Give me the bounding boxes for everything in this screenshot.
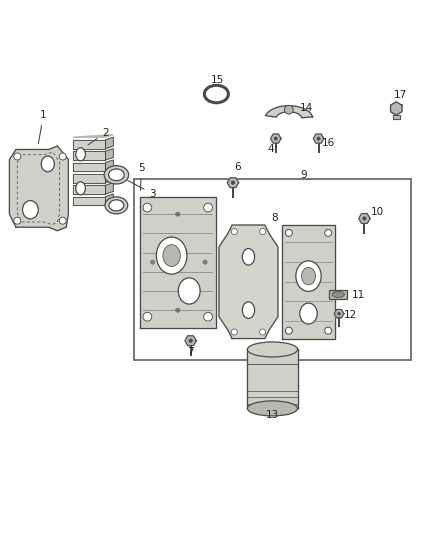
Circle shape	[325, 327, 332, 334]
Polygon shape	[313, 134, 324, 143]
Circle shape	[285, 106, 293, 114]
Text: 7: 7	[187, 346, 194, 357]
Polygon shape	[106, 183, 113, 194]
Ellipse shape	[242, 302, 254, 318]
Circle shape	[325, 229, 332, 236]
Circle shape	[274, 137, 277, 140]
Ellipse shape	[332, 292, 344, 297]
Polygon shape	[271, 134, 281, 143]
Polygon shape	[73, 185, 106, 194]
Circle shape	[338, 312, 340, 315]
Text: 2: 2	[88, 127, 109, 145]
Text: 3: 3	[127, 181, 156, 199]
Ellipse shape	[76, 182, 85, 195]
Circle shape	[286, 327, 292, 334]
Circle shape	[59, 153, 66, 160]
Polygon shape	[265, 106, 313, 118]
Circle shape	[176, 308, 180, 312]
Polygon shape	[283, 225, 335, 338]
Circle shape	[59, 217, 66, 224]
Polygon shape	[334, 310, 344, 318]
Text: 16: 16	[321, 138, 335, 148]
Polygon shape	[393, 115, 400, 119]
Text: 11: 11	[352, 290, 365, 300]
Ellipse shape	[109, 200, 124, 211]
Ellipse shape	[104, 166, 129, 184]
Ellipse shape	[105, 197, 128, 214]
Polygon shape	[106, 194, 113, 205]
Ellipse shape	[247, 342, 297, 357]
Text: 5: 5	[138, 163, 145, 190]
Circle shape	[231, 181, 235, 184]
Text: 15: 15	[211, 75, 224, 85]
Text: 17: 17	[394, 90, 407, 100]
Ellipse shape	[178, 278, 200, 304]
Circle shape	[143, 203, 152, 212]
Polygon shape	[73, 135, 113, 138]
Ellipse shape	[247, 401, 297, 416]
Ellipse shape	[163, 245, 180, 266]
Text: 14: 14	[300, 103, 313, 114]
Circle shape	[150, 260, 155, 264]
Polygon shape	[391, 102, 402, 115]
Polygon shape	[73, 140, 106, 149]
Circle shape	[204, 312, 212, 321]
Polygon shape	[106, 171, 113, 183]
Polygon shape	[73, 174, 106, 183]
Text: 13: 13	[266, 410, 279, 420]
Circle shape	[231, 229, 237, 235]
Polygon shape	[73, 151, 106, 160]
Circle shape	[363, 217, 366, 220]
Circle shape	[143, 312, 152, 321]
Circle shape	[189, 339, 192, 342]
Ellipse shape	[301, 268, 315, 285]
Polygon shape	[106, 160, 113, 171]
Circle shape	[231, 329, 237, 335]
Ellipse shape	[300, 303, 317, 324]
Circle shape	[260, 229, 266, 235]
Circle shape	[176, 212, 180, 216]
Ellipse shape	[242, 248, 254, 265]
Ellipse shape	[156, 237, 187, 274]
Polygon shape	[10, 146, 68, 231]
Circle shape	[260, 329, 266, 335]
Text: 9: 9	[300, 170, 307, 180]
Polygon shape	[73, 163, 106, 171]
Ellipse shape	[41, 156, 54, 172]
Circle shape	[317, 137, 320, 140]
Polygon shape	[106, 138, 113, 149]
Text: 6: 6	[234, 163, 241, 172]
Bar	[134, 179, 411, 360]
Bar	[329, 289, 347, 299]
Circle shape	[204, 203, 212, 212]
Text: 1: 1	[38, 110, 47, 144]
Polygon shape	[106, 149, 113, 160]
Text: 12: 12	[343, 310, 357, 319]
Polygon shape	[227, 177, 239, 188]
Polygon shape	[140, 197, 216, 328]
Circle shape	[14, 217, 21, 224]
Polygon shape	[73, 197, 106, 205]
Circle shape	[286, 229, 292, 236]
Ellipse shape	[296, 261, 321, 292]
Text: 4: 4	[267, 143, 274, 154]
Polygon shape	[359, 214, 370, 223]
Text: 8: 8	[272, 213, 278, 223]
Polygon shape	[247, 350, 297, 408]
Circle shape	[203, 260, 207, 264]
Ellipse shape	[22, 200, 38, 219]
Circle shape	[14, 153, 21, 160]
Text: 10: 10	[371, 207, 384, 217]
Ellipse shape	[76, 148, 85, 161]
Polygon shape	[185, 336, 196, 345]
Ellipse shape	[109, 169, 124, 181]
Polygon shape	[219, 225, 278, 338]
